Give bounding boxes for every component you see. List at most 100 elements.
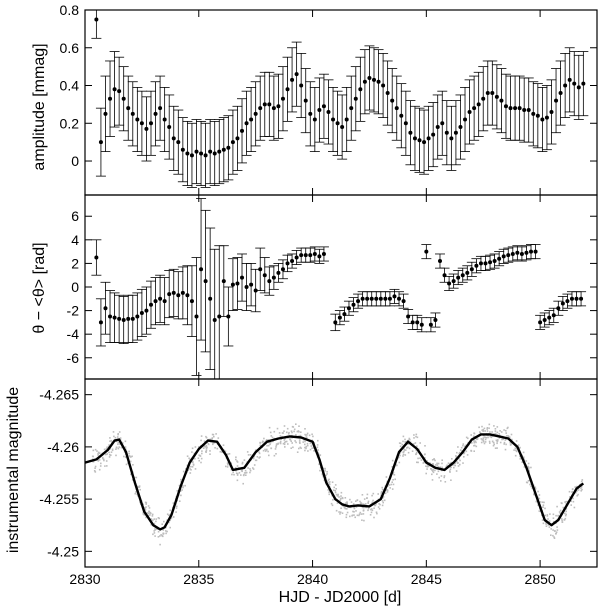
data-point xyxy=(376,79,381,84)
raw-point xyxy=(199,455,202,457)
raw-point xyxy=(533,493,535,495)
raw-point xyxy=(581,479,584,481)
raw-point xyxy=(506,427,509,430)
raw-point xyxy=(373,507,375,509)
raw-point xyxy=(148,512,150,515)
raw-point xyxy=(245,471,248,474)
raw-point xyxy=(99,465,102,467)
raw-point xyxy=(116,436,119,438)
raw-point xyxy=(565,510,567,513)
raw-point xyxy=(267,444,270,447)
data-point xyxy=(121,96,126,101)
raw-point xyxy=(252,468,255,470)
data-point xyxy=(531,111,536,116)
raw-point xyxy=(564,514,567,517)
raw-point xyxy=(392,483,395,486)
raw-point xyxy=(137,486,139,488)
data-point xyxy=(556,306,561,311)
raw-point xyxy=(359,511,362,514)
raw-point xyxy=(339,511,342,513)
raw-point xyxy=(432,471,435,474)
data-point xyxy=(180,147,185,152)
raw-point xyxy=(358,514,360,517)
data-point xyxy=(130,316,135,321)
raw-point xyxy=(486,427,489,429)
raw-point xyxy=(439,466,441,468)
raw-point xyxy=(131,455,133,458)
raw-point xyxy=(298,435,300,437)
raw-point xyxy=(189,472,192,474)
raw-point xyxy=(175,507,178,509)
raw-point xyxy=(334,491,337,494)
raw-point xyxy=(267,439,270,441)
raw-point xyxy=(433,458,435,460)
raw-point xyxy=(326,473,328,475)
raw-point xyxy=(499,430,501,432)
data-point xyxy=(135,117,140,122)
raw-point xyxy=(298,441,301,443)
raw-point xyxy=(482,437,485,439)
raw-point xyxy=(496,442,498,445)
data-point xyxy=(346,306,351,311)
raw-point xyxy=(340,507,342,509)
panel-frame xyxy=(84,194,598,380)
raw-point xyxy=(489,442,491,444)
raw-point xyxy=(302,441,304,443)
raw-point xyxy=(258,457,260,459)
raw-point xyxy=(194,446,197,448)
raw-point xyxy=(296,430,299,433)
raw-point xyxy=(157,517,160,519)
raw-point xyxy=(343,505,345,508)
raw-point xyxy=(417,461,419,464)
raw-point xyxy=(416,436,419,439)
data-point xyxy=(262,273,267,278)
raw-point xyxy=(548,520,551,522)
raw-point xyxy=(242,474,245,477)
raw-point xyxy=(121,442,124,444)
data-point xyxy=(392,294,397,299)
raw-point xyxy=(367,502,369,504)
raw-point xyxy=(317,449,319,451)
raw-point xyxy=(259,441,261,444)
data-point xyxy=(529,249,534,254)
raw-point xyxy=(465,444,467,446)
data-point xyxy=(135,314,140,319)
raw-point xyxy=(180,494,182,497)
data-point xyxy=(290,77,295,82)
raw-point xyxy=(380,491,383,493)
raw-point xyxy=(200,457,203,460)
raw-point xyxy=(112,431,115,433)
raw-point xyxy=(197,457,200,459)
raw-point xyxy=(393,474,396,476)
raw-point xyxy=(264,448,266,451)
raw-point xyxy=(441,462,443,465)
raw-point xyxy=(490,435,492,438)
data-point xyxy=(397,296,402,301)
data-point xyxy=(194,149,199,154)
data-point xyxy=(321,104,326,109)
raw-point xyxy=(494,447,497,449)
data-point xyxy=(194,314,199,319)
raw-point xyxy=(275,444,278,447)
raw-point xyxy=(380,494,382,497)
raw-point xyxy=(117,441,120,444)
raw-point xyxy=(205,447,208,450)
data-point xyxy=(522,108,527,113)
data-point xyxy=(144,308,149,313)
raw-point xyxy=(306,444,309,447)
raw-point xyxy=(492,441,495,444)
raw-point xyxy=(236,473,239,475)
raw-point xyxy=(552,517,555,519)
raw-point xyxy=(487,436,489,439)
raw-point xyxy=(283,439,286,441)
data-point xyxy=(98,320,103,325)
data-point xyxy=(271,106,276,111)
raw-point xyxy=(370,508,372,511)
data-point xyxy=(547,315,552,320)
raw-point xyxy=(110,451,113,453)
data-point xyxy=(244,121,249,126)
raw-point xyxy=(394,478,396,481)
raw-point xyxy=(391,459,394,462)
raw-point xyxy=(383,499,386,502)
raw-point xyxy=(96,450,98,452)
